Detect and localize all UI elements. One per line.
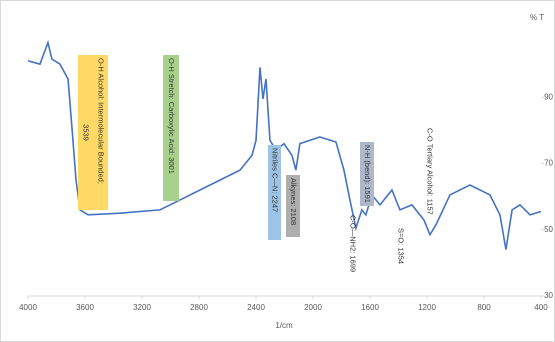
x-tick-label: 2800 (190, 303, 208, 312)
annotation-box (78, 55, 108, 210)
annotation: Nitriles C—N: 2247 (271, 148, 280, 212)
y-tick-label: 50 (544, 225, 553, 234)
y-tick-label: 90 (544, 92, 553, 101)
annotation-box (286, 175, 300, 237)
annotation: C-O Tertiary Alcohol: 1157 (426, 128, 435, 215)
x-tick-label: 4000 (19, 303, 37, 312)
annotation: O-H Alcohol: Intermolecular Bounded; (97, 58, 106, 184)
annotation: O-H Stretch: Carboxylic Acid: 3001 (167, 58, 176, 174)
x-tick-label: 400 (534, 303, 548, 312)
y-tick-label: 70 (544, 159, 553, 168)
annotation: N-H (bend): 1591 (363, 145, 372, 203)
annotation-box (360, 142, 374, 206)
annotation-box (268, 145, 281, 240)
x-tick-label: 3200 (133, 303, 151, 312)
x-tick-label: 1600 (361, 303, 379, 312)
annotation-box (163, 55, 179, 201)
x-tick-label: 1200 (418, 303, 436, 312)
x-tick-label: 3600 (76, 303, 94, 312)
x-tick-label: 800 (477, 303, 491, 312)
annotation: C-O—NH2: 1699 (349, 215, 358, 272)
x-tick-label: 2400 (247, 303, 265, 312)
annotation: Alkynes: 2108 (289, 178, 298, 225)
annotation: 3539 (82, 124, 91, 141)
y-tick-label: 30 (544, 291, 553, 300)
annotation: S=O: 1354 (397, 228, 406, 264)
y-axis-label: % T (530, 13, 544, 22)
spectrum-line (27, 39, 542, 250)
x-tick-label: 2000 (304, 303, 322, 312)
x-axis-label: 1/cm (275, 321, 293, 330)
